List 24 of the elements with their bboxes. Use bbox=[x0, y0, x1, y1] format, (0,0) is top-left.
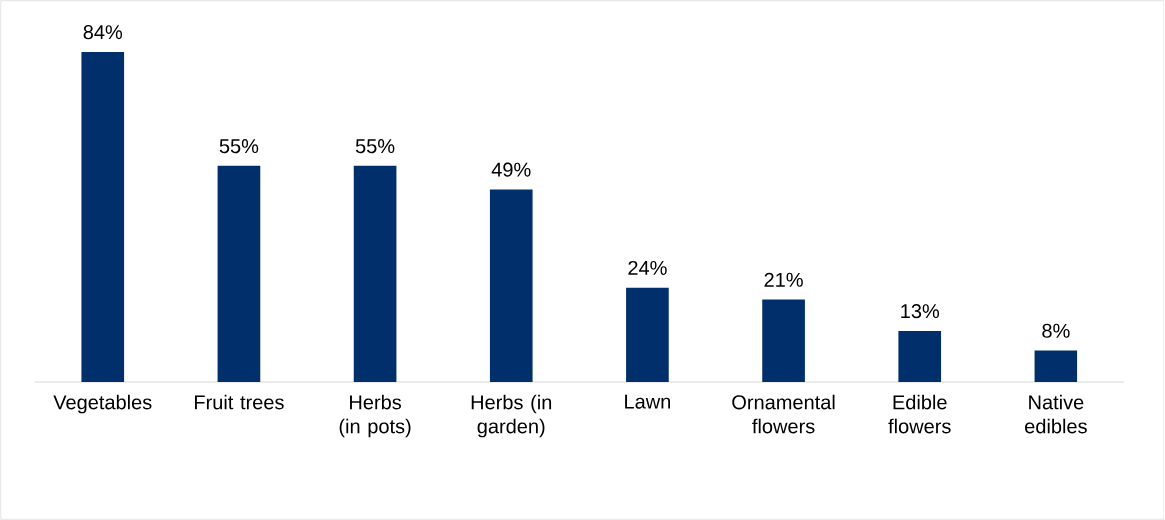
bar bbox=[626, 287, 669, 382]
x-tick-label: Herbs (in garden) bbox=[471, 394, 552, 438]
x-tick-label: Fruit trees bbox=[194, 394, 284, 410]
x-tick-label: Lawn bbox=[625, 394, 671, 409]
bar bbox=[489, 189, 533, 382]
x-tick-label: Edible flowers bbox=[888, 394, 951, 434]
data-label: 84% bbox=[83, 25, 123, 40]
data-label: 8% bbox=[1042, 323, 1070, 338]
bar bbox=[353, 165, 397, 382]
bar bbox=[1034, 350, 1078, 382]
data-label: 13% bbox=[901, 304, 940, 319]
data-label: 49% bbox=[491, 162, 531, 177]
bar bbox=[81, 51, 125, 382]
bar bbox=[762, 299, 805, 382]
data-label: 55% bbox=[355, 139, 395, 154]
x-tick-label: Ornamental flowers bbox=[732, 394, 835, 434]
data-label: 21% bbox=[764, 272, 803, 287]
x-tick-label: Herbs (in pots) bbox=[339, 394, 411, 438]
bar bbox=[217, 165, 261, 382]
bar bbox=[898, 330, 942, 382]
data-label: 24% bbox=[628, 260, 667, 275]
data-label: 55% bbox=[219, 139, 259, 154]
x-tick-label: Vegetables bbox=[53, 394, 152, 414]
x-tick-label: Native edibles bbox=[1025, 394, 1087, 434]
